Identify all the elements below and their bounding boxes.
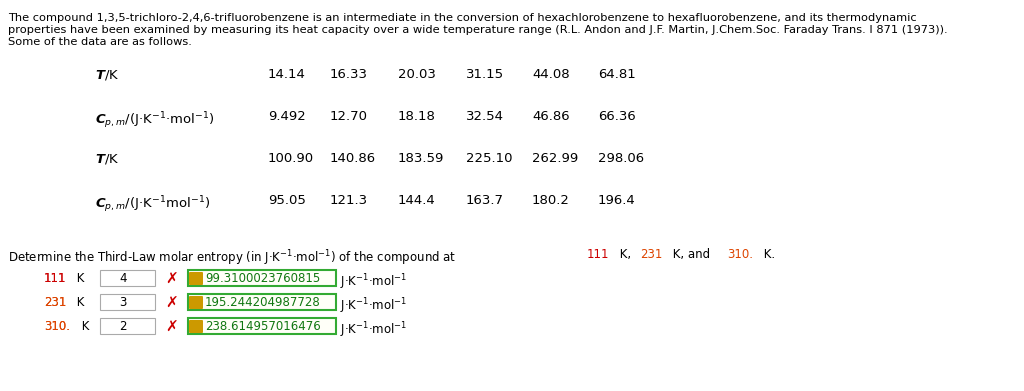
FancyBboxPatch shape [188,270,336,286]
FancyBboxPatch shape [189,272,203,285]
Text: 225.10: 225.10 [466,152,512,165]
Text: Determine the Third-Law molar entropy (in J·K$^{-1}$·mol$^{-1}$) of the compound: Determine the Third-Law molar entropy (i… [8,248,457,267]
Text: 95.05: 95.05 [268,194,306,207]
Text: K: K [73,272,84,285]
Text: properties have been examined by measuring its heat capacity over a wide tempera: properties have been examined by measuri… [8,25,947,35]
Text: $\bfit{C}$$_{p,m}$/(J·K$^{-1}$mol$^{-1}$): $\bfit{C}$$_{p,m}$/(J·K$^{-1}$mol$^{-1}$… [95,194,210,215]
Text: 20.03: 20.03 [398,68,436,81]
Text: 231: 231 [640,248,663,261]
Text: 310.: 310. [44,320,70,333]
Text: 180.2: 180.2 [532,194,570,207]
Text: J·K$^{-1}$·mol$^{-1}$: J·K$^{-1}$·mol$^{-1}$ [340,296,408,316]
Text: 310.: 310. [44,320,70,333]
Text: 111: 111 [44,272,67,285]
Text: 31.15: 31.15 [466,68,504,81]
Text: 144.4: 144.4 [398,194,436,207]
Text: K,: K, [615,248,635,261]
Text: 44.08: 44.08 [532,68,569,81]
Text: 121.3: 121.3 [330,194,368,207]
Text: 9.492: 9.492 [268,110,306,123]
FancyBboxPatch shape [100,270,155,286]
Text: K, and: K, and [669,248,714,261]
Text: The compound 1,3,5-trichloro-2,4,6-trifluorobenzene is an intermediate in the co: The compound 1,3,5-trichloro-2,4,6-trifl… [8,13,916,23]
Text: 2: 2 [119,319,127,332]
Text: 14.14: 14.14 [268,68,306,81]
Text: 99.3100023760815: 99.3100023760815 [205,271,321,285]
Text: 298.06: 298.06 [598,152,644,165]
Text: 46.86: 46.86 [532,110,569,123]
Text: 262.99: 262.99 [532,152,579,165]
Text: J·K$^{-1}$·mol$^{-1}$: J·K$^{-1}$·mol$^{-1}$ [340,272,408,292]
FancyBboxPatch shape [188,294,336,310]
Text: $\bfit{T}$/K: $\bfit{T}$/K [95,152,120,166]
Text: 238.614957016476: 238.614957016476 [205,319,321,332]
Text: $\bfit{T}$/K: $\bfit{T}$/K [95,68,120,82]
Text: 64.81: 64.81 [598,68,636,81]
Text: K.: K. [761,248,775,261]
FancyBboxPatch shape [100,294,155,310]
Text: $\bfit{C}$$_{p,m}$/(J·K$^{-1}$·mol$^{-1}$): $\bfit{C}$$_{p,m}$/(J·K$^{-1}$·mol$^{-1}… [95,110,214,131]
FancyBboxPatch shape [100,318,155,334]
Text: J·K$^{-1}$·mol$^{-1}$: J·K$^{-1}$·mol$^{-1}$ [340,320,408,340]
Text: 12.70: 12.70 [330,110,368,123]
Text: 18.18: 18.18 [398,110,436,123]
Text: Some of the data are as follows.: Some of the data are as follows. [8,37,191,47]
Text: 231: 231 [44,296,67,309]
Text: 111: 111 [587,248,609,261]
Text: 310.: 310. [727,248,753,261]
Text: 231: 231 [44,296,67,309]
Text: 163.7: 163.7 [466,194,504,207]
Text: ✗: ✗ [165,272,178,287]
Text: 4: 4 [119,271,127,285]
FancyBboxPatch shape [189,296,203,309]
Text: 32.54: 32.54 [466,110,504,123]
Text: 196.4: 196.4 [598,194,636,207]
Text: ✗: ✗ [165,296,178,311]
Text: 16.33: 16.33 [330,68,368,81]
Text: K: K [73,296,84,309]
Text: 195.244204987728: 195.244204987728 [205,296,321,308]
Text: 183.59: 183.59 [398,152,444,165]
Text: 3: 3 [119,296,127,308]
Text: 100.90: 100.90 [268,152,314,165]
Text: 140.86: 140.86 [330,152,376,165]
FancyBboxPatch shape [189,320,203,333]
Text: 66.36: 66.36 [598,110,636,123]
Text: K: K [78,320,89,333]
Text: 111: 111 [44,272,67,285]
FancyBboxPatch shape [188,318,336,334]
Text: ✗: ✗ [165,320,178,335]
